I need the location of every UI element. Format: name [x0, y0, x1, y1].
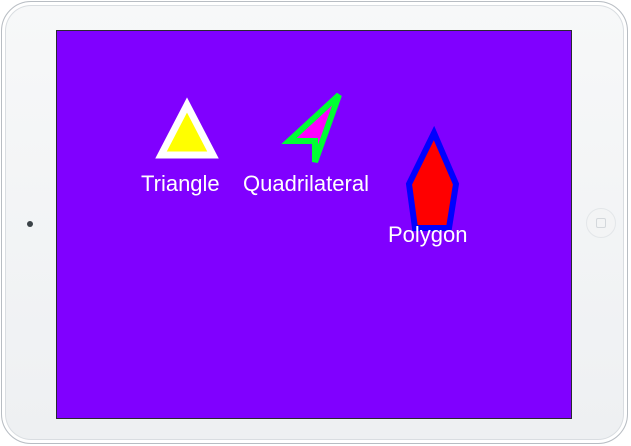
- app-screen: Triangle Quadrilateral Polygon: [56, 30, 572, 419]
- triangle-shape[interactable]: [155, 97, 219, 159]
- polygon-shape[interactable]: [405, 125, 460, 231]
- shapes-canvas: [155, 92, 460, 231]
- home-button[interactable]: [586, 208, 616, 238]
- camera-icon: [27, 221, 33, 227]
- triangle-label: Triangle: [141, 171, 220, 196]
- home-button-icon: [596, 218, 606, 228]
- quadrilateral-label: Quadrilateral: [243, 171, 369, 196]
- polygon-label: Polygon: [388, 222, 468, 247]
- quadrilateral-shape[interactable]: [281, 92, 342, 164]
